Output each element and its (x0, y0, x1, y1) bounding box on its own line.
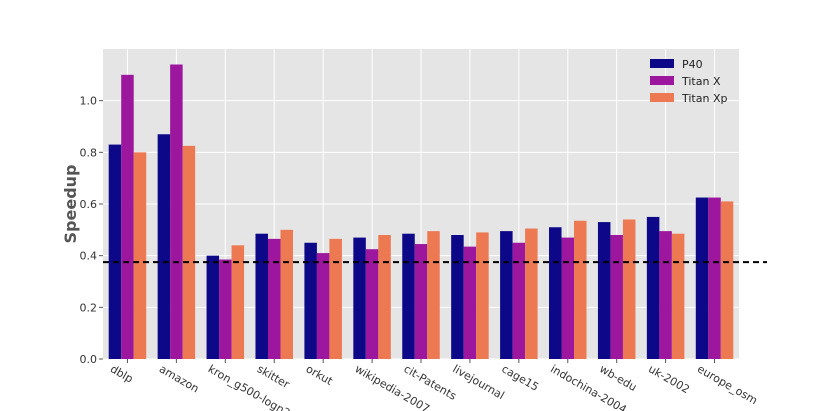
x-tick-label: amazon (157, 362, 201, 395)
bar-titan-x (170, 64, 183, 359)
bar-titan-x (463, 246, 477, 359)
y-tick-label: 0.8 (80, 146, 98, 159)
bar-titan-xp (720, 201, 734, 359)
bar-titan-xp (525, 228, 538, 359)
bar-titan-xp (182, 145, 196, 359)
x-tick-label: livejournal (450, 362, 506, 402)
y-tick-label: 0.0 (80, 353, 98, 366)
y-tick-label: 0.6 (80, 198, 98, 211)
bar-titan-xp (231, 245, 245, 359)
bar-titan-xp (280, 229, 293, 359)
x-tick-label: wb-edu (597, 362, 639, 394)
bar-p40 (695, 197, 709, 359)
x-tick-label: uk-2002 (646, 362, 692, 396)
y-tick-label: 0.4 (80, 250, 98, 263)
bar-p40 (304, 242, 317, 359)
legend-label: Titan Xp (681, 92, 727, 105)
bar-titan-xp (378, 235, 391, 359)
x-tick-label: cage15 (499, 362, 541, 394)
bar-titan-x (512, 242, 526, 359)
bar-p40 (353, 237, 366, 359)
bar-titan-x (365, 249, 379, 359)
bar-p40 (597, 222, 611, 359)
x-tick-label: dblp (108, 362, 135, 385)
bar-p40 (108, 144, 122, 359)
y-axis-title: Speedup (61, 165, 80, 244)
legend-swatch (650, 59, 674, 68)
legend-label: P40 (682, 58, 703, 71)
x-tick-label: europe_osm (695, 362, 760, 407)
bar-titan-x (316, 253, 330, 359)
bar-titan-x (561, 237, 575, 359)
bar-titan-x (659, 231, 672, 359)
legend: P40 Titan X Titan Xp (650, 58, 727, 105)
bar-titan-xp (476, 232, 489, 359)
bar-p40 (402, 233, 415, 359)
y-tick-label: 1.0 (80, 95, 98, 108)
x-tick-label: skitter (255, 362, 292, 391)
bar-titan-xp (329, 238, 342, 359)
bar-p40 (255, 233, 268, 359)
bar-titan-x (219, 259, 232, 359)
bar-p40 (206, 255, 220, 359)
bar-p40 (646, 216, 660, 359)
y-tick-label: 0.2 (80, 301, 98, 314)
bar-titan-x (267, 238, 281, 359)
legend-swatch (650, 93, 674, 102)
y-axis: 0.0 0.2 0.4 0.6 0.8 1.0 (80, 95, 103, 366)
x-tick-label: orkut (304, 362, 336, 388)
bar-titan-x (610, 235, 623, 359)
bar-titan-xp (622, 219, 636, 359)
legend-swatch (650, 76, 674, 85)
bar-titan-xp (133, 152, 147, 359)
bar-titan-xp (671, 233, 685, 359)
bar-titan-xp (427, 231, 440, 359)
bar-titan-x (121, 74, 134, 359)
bar-titan-xp (574, 220, 587, 359)
bar-titan-x (708, 197, 721, 359)
bar-p40 (500, 231, 513, 359)
bar-p40 (549, 227, 562, 359)
bar-titan-x (414, 244, 428, 359)
legend-label: Titan X (681, 75, 721, 88)
bars (108, 64, 734, 359)
bar-p40 (451, 235, 464, 359)
bar-p40 (157, 134, 171, 359)
